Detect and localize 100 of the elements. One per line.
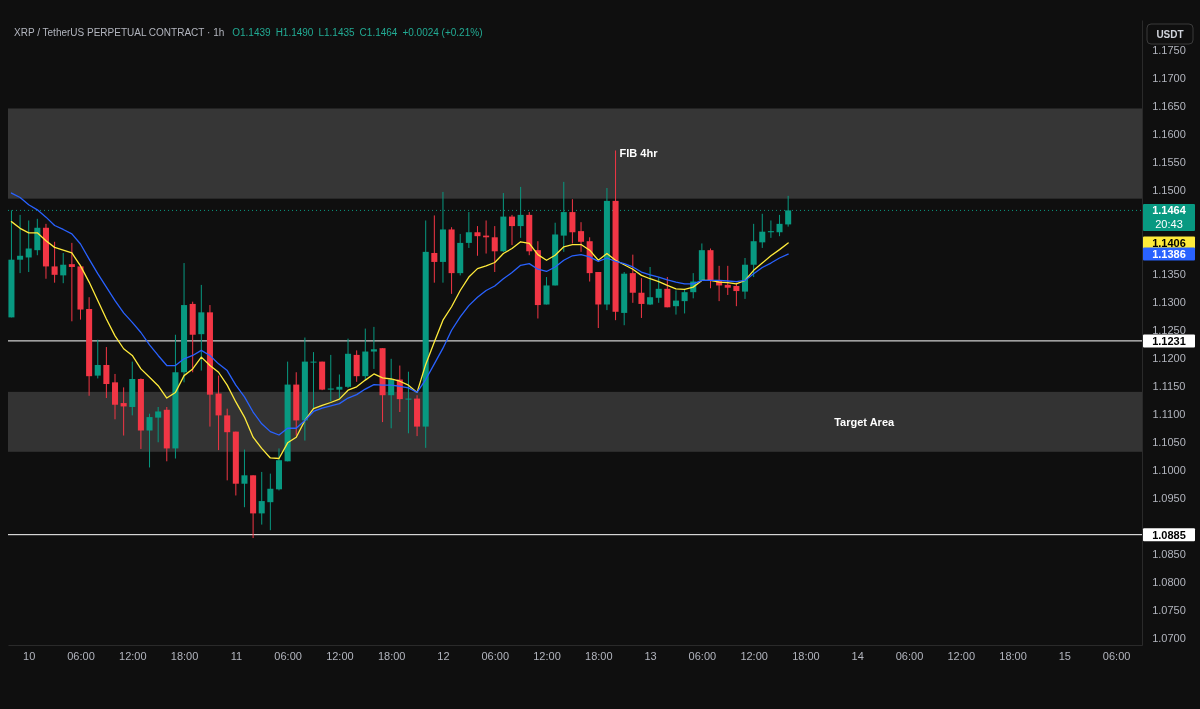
candlestick [155,406,162,443]
candlestick [111,373,119,420]
x-tick-label: 11 [230,649,243,662]
candlestick [25,219,32,273]
annotation: +0.0024 (+0.21%) [402,26,483,38]
candlestick [94,339,101,379]
candlestick [370,326,377,370]
candlestick [215,375,222,451]
x-tick-label: 06:00 [688,649,717,662]
y-tick-label: 1.0800 [1152,576,1186,589]
band-label: Target Area [834,415,895,428]
y-tick-label: 1.1500 [1152,184,1186,197]
annotation: O1.1439 [232,26,272,38]
candlestick [759,213,766,249]
candlestick [431,214,438,284]
candlestick [750,223,757,278]
candlestick [103,346,110,399]
candlestick [405,371,412,434]
text: 20:43 [1155,218,1183,231]
candlestick [655,276,662,304]
x-tick-label: 06:00 [274,649,302,662]
candlestick [491,225,498,273]
candlestick [578,221,585,253]
x-tick-label: 14 [851,649,864,662]
y-tick-label: 1.1350 [1152,268,1186,281]
y-tick-label: 1.0750 [1152,604,1186,617]
annotation: C1.1464 [359,26,398,38]
candlestick [638,277,645,319]
y-tick-label: 1.1100 [1152,408,1186,421]
candlestick [681,288,688,314]
x-tick-label: 12:00 [533,649,561,662]
x-tick-label: 06:00 [67,649,95,662]
candlestick [629,254,636,304]
candlestick [51,241,58,284]
candlestick [310,351,317,410]
y-tick-label: 1.1250 [1152,324,1186,337]
y-tick-label: 1.1650 [1152,100,1186,113]
y-tick-label: 1.1600 [1152,128,1186,141]
x-tick-label: 12:00 [947,649,976,662]
candlestick [543,276,550,305]
line-series [10,192,789,436]
y-tick-label: 1.1200 [1152,352,1186,365]
candlestick [647,266,654,306]
x-tick-label: 06:00 [1102,649,1131,662]
y-tick-label: 1.0700 [1152,632,1186,645]
x-tick-label: 15 [1058,649,1071,662]
y-tick-label: 1.0950 [1152,492,1186,505]
candlestick [336,374,343,400]
candlestick [353,349,360,383]
x-tick-label: 18:00 [792,649,820,662]
text: 1.1386 [1152,247,1186,260]
candlestick [569,198,576,244]
candlestick [733,282,740,307]
y-tick-label: 1.1000 [1152,464,1186,477]
candlestick [517,186,524,239]
x-tick-label: 12:00 [326,649,354,662]
candlestick [60,252,67,284]
y-tick-label: 1.1550 [1152,156,1186,169]
candlestick [474,225,481,257]
candlestick [198,284,205,372]
candlestick [241,449,248,508]
x-tick-label: 06:00 [895,649,924,662]
y-tick-label: 1.1700 [1152,72,1186,85]
candlestick [146,413,153,468]
candlestick [724,265,731,296]
candlestick [17,214,24,274]
candlestick [224,408,231,481]
x-tick-label: 12:00 [740,649,768,662]
x-tick-label: 18:00 [377,649,406,662]
y-tick-label: 1.1750 [1152,44,1186,57]
candlestick [34,218,41,256]
x-tick-label: 12 [437,649,450,662]
line-series [10,220,789,460]
x-tick-label: 10 [23,649,36,662]
y-axis-title: USDT [1156,28,1184,40]
candlestick [120,386,127,437]
x-tick-label: 13 [644,649,657,662]
x-tick-label: 18:00 [999,649,1027,662]
candlestick [258,471,265,526]
ref-line-label: 1.1464 [1152,204,1187,217]
band-label: FIB 4hr [619,147,659,160]
candlestick [508,214,516,246]
text: XRP / TetherUS PERPETUAL CONTRACT · 1h [14,26,225,38]
candlestick [776,214,783,237]
y-tick-label: 1.1300 [1152,296,1186,309]
candlestick [68,242,75,322]
annotation: H1.1490 [275,26,314,38]
candlestick [664,276,671,308]
x-tick-label: 18:00 [585,649,613,662]
x-tick-label: 12:00 [119,649,147,662]
y-tick-label: 1.1050 [1152,436,1186,449]
y-tick-label: 1.0850 [1152,548,1186,561]
y-tick-label: 1.1150 [1152,380,1186,393]
x-tick-label: 18:00 [170,649,199,662]
ref-line-label: 1.0885 [1152,528,1186,541]
text: 1.1406 [1152,236,1186,249]
candlestick [267,473,274,531]
ref-line-label: 1.1231 [1152,334,1186,347]
annotation: L1.1435 [318,26,356,38]
x-tick-label: 06:00 [481,649,510,662]
